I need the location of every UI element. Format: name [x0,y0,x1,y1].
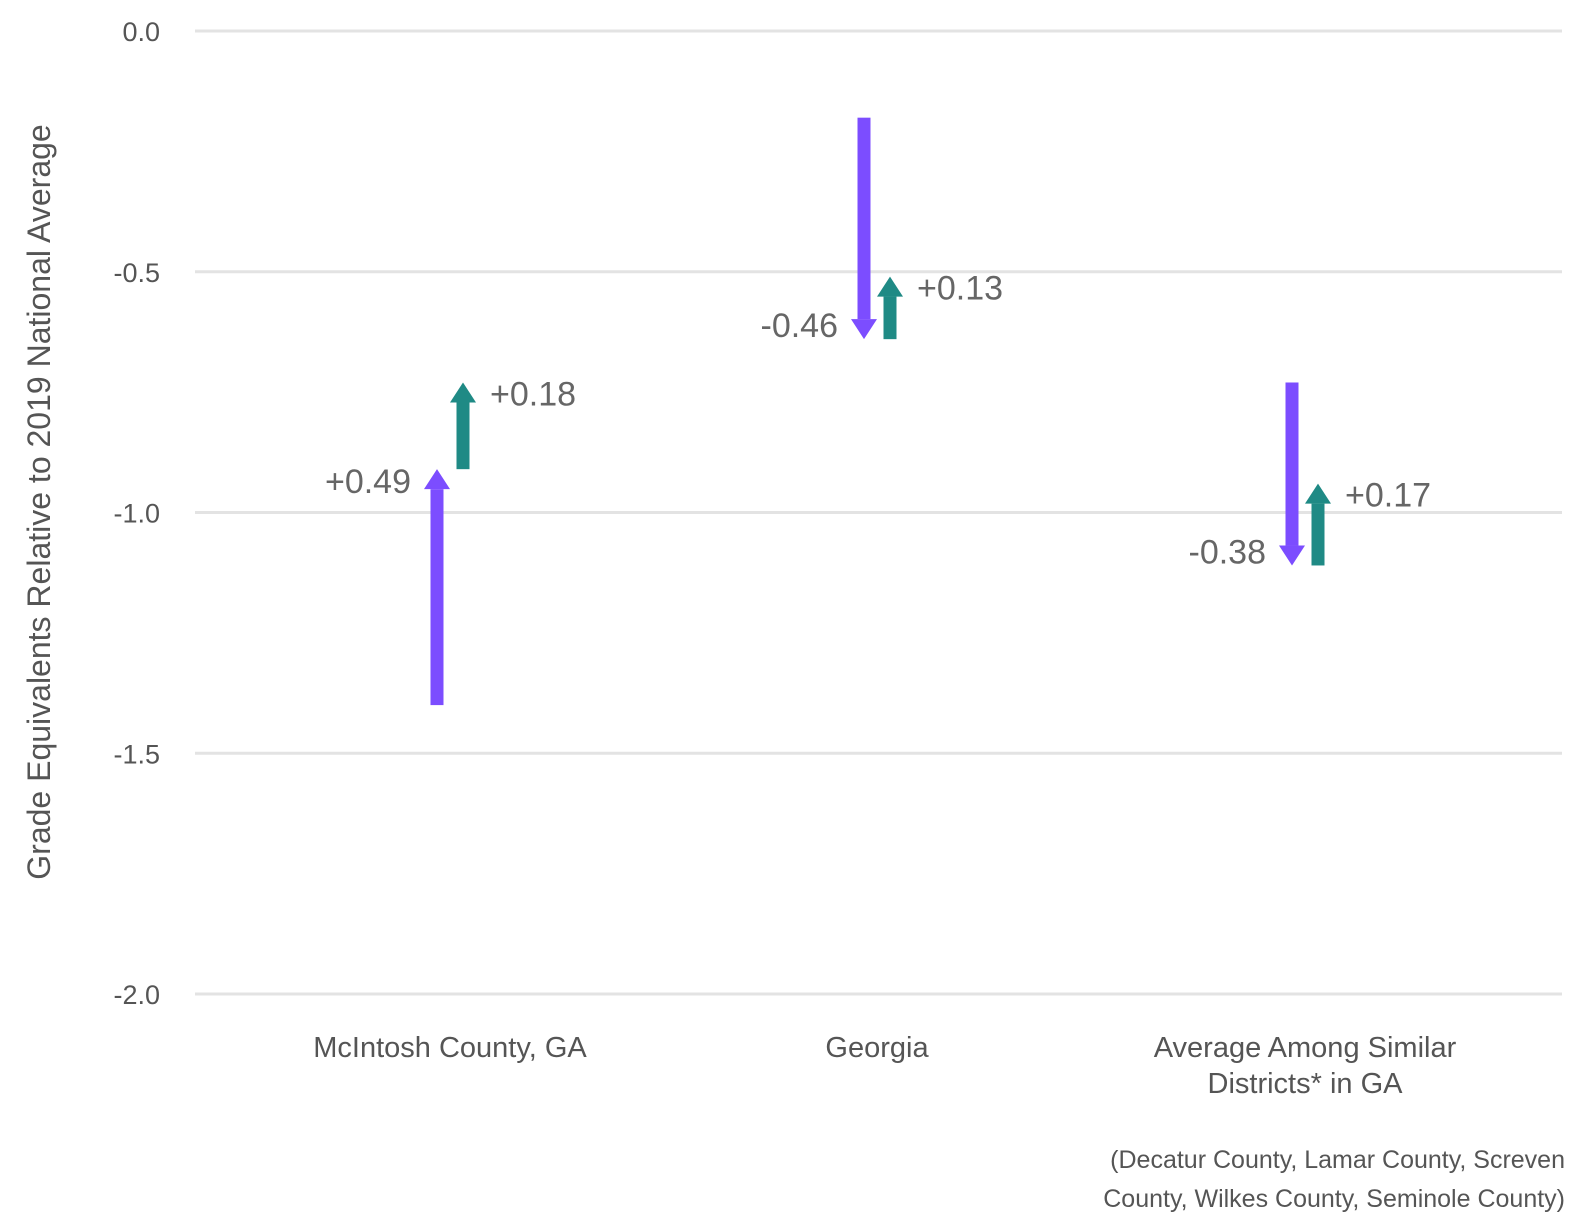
change-arrow [877,276,903,340]
y-tick-label: 0.0 [122,17,160,47]
value-labels: +0.49 +0.18 -0.46 +0.13 -0.38 +0.17 [325,270,1431,572]
category-label: Georgia [825,1032,929,1064]
value-label: -0.38 [1189,533,1267,571]
change-arrow [1305,483,1331,566]
y-tick-label: -2.0 [113,980,160,1010]
arrow-shaft [430,489,444,706]
arrow-shaft [883,296,897,340]
arrow-head [1279,545,1305,566]
gridlines [195,29,1562,996]
change-arrow [424,469,450,706]
arrow-marks [424,117,1331,706]
footnote-line: (Decatur County, Lamar County, Screven [1110,1146,1565,1174]
value-label: +0.18 [490,375,576,413]
arrow-shaft [456,402,470,470]
y-tick-labels: 0.0 -0.5 -1.0 -1.5 -2.0 [113,17,160,1010]
value-label: +0.13 [917,270,1003,308]
change-arrow [450,382,476,470]
arrow-head [450,382,476,403]
y-tick-label: -1.0 [113,499,160,529]
value-label: +0.17 [1345,477,1431,515]
y-axis-title: Grade Equivalents Relative to 2019 Natio… [21,124,57,879]
arrow-head [851,319,877,340]
arrow-head [1305,483,1331,504]
footnote: (Decatur County, Lamar County, Screven Co… [1103,1146,1565,1213]
category-label: Districts* in GA [1208,1068,1404,1100]
arrow-shaft [1311,503,1325,566]
category-labels: McIntosh County, GA Georgia Average Among … [313,1032,1456,1100]
value-label: -0.46 [761,307,839,345]
y-tick-label: -1.5 [113,739,160,769]
arrow-head [877,276,903,297]
change-arrow [1279,382,1305,566]
arrow-shaft [1285,382,1299,546]
change-arrow [851,117,877,340]
category-label: Average Among Similar [1154,1032,1457,1064]
footnote-line: County, Wilkes County, Seminole County) [1103,1185,1565,1213]
arrow-head [424,469,450,490]
y-tick-label: -0.5 [113,258,160,288]
category-label: McIntosh County, GA [313,1032,587,1064]
arrow-shaft [857,117,871,320]
value-label: +0.49 [325,463,411,501]
